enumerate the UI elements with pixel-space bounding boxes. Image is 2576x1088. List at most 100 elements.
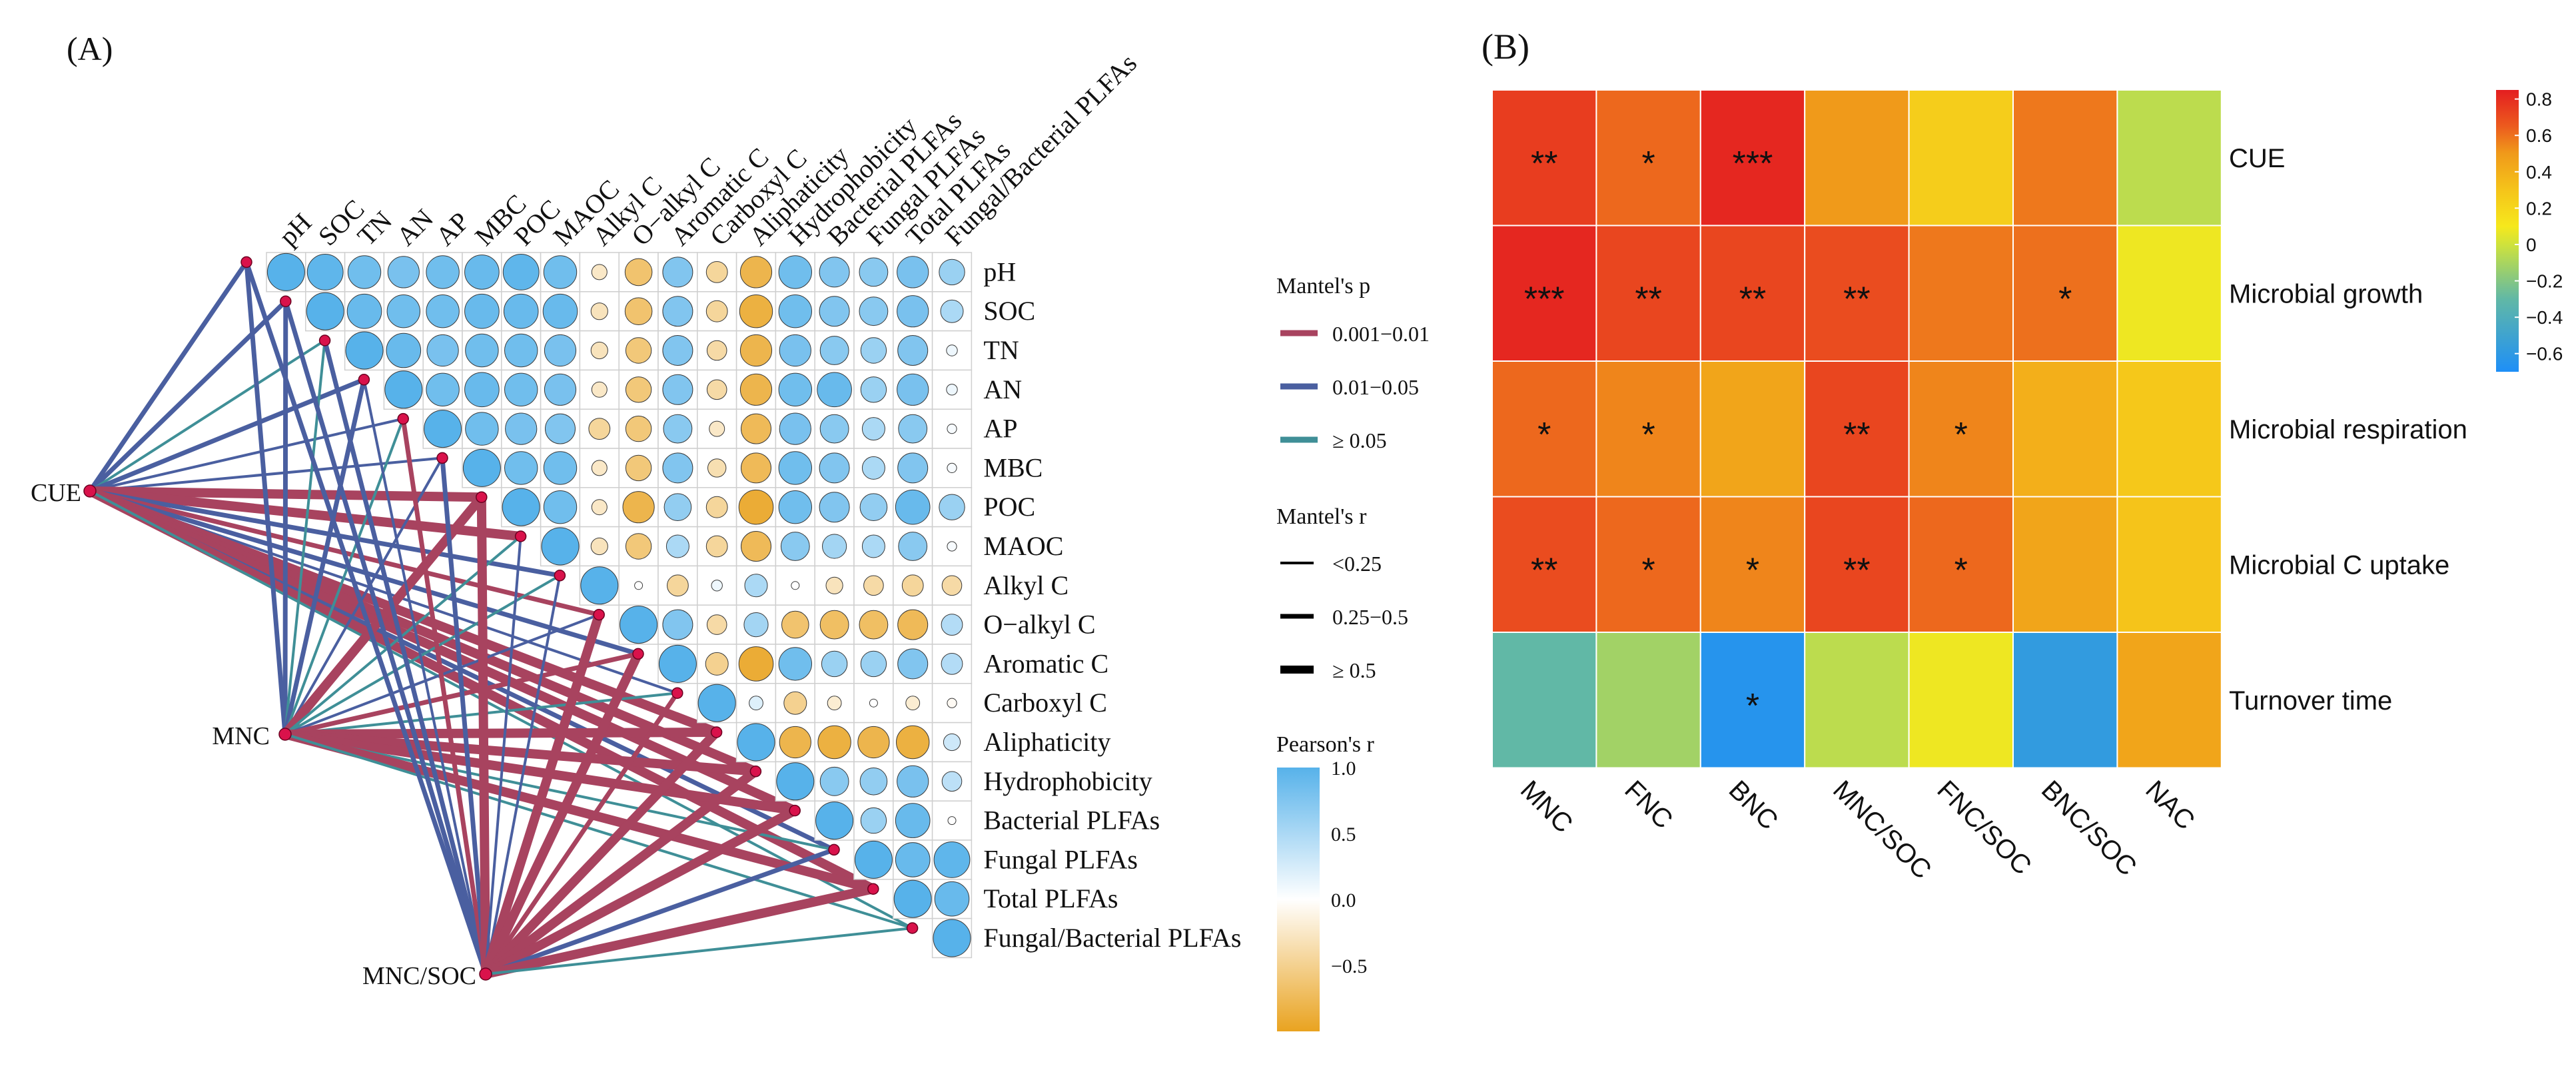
target-node <box>867 883 879 895</box>
correlation-circle <box>545 413 576 444</box>
heatmap-cell <box>1595 89 1701 227</box>
heatmap-row-label: Microbial C uptake <box>2229 550 2449 580</box>
correlation-circle <box>543 451 578 485</box>
correlation-circle <box>741 413 771 444</box>
heatmap-column-label: BNC/SOC <box>2036 775 2142 881</box>
target-node <box>593 608 605 621</box>
correlation-circle <box>897 256 929 288</box>
target-node <box>749 766 762 778</box>
heatmap-column-label: BNC <box>1723 775 1784 835</box>
correlation-circle <box>897 609 929 640</box>
mantel-link <box>85 486 800 816</box>
correlation-circle <box>781 610 809 639</box>
correlation-circle <box>426 294 460 328</box>
row-labels: pH SOC TN AN AP MBC POC MAOC Alkyl C O−alkyl C Aro… <box>983 257 1241 953</box>
correlation-circle <box>897 648 929 680</box>
correlation-circle <box>542 293 578 329</box>
heatmap-cell <box>1908 496 2014 633</box>
correlation-circle <box>783 691 807 715</box>
correlation-circle <box>817 372 852 408</box>
significance-mark: *** <box>1733 145 1773 183</box>
correlation-circle <box>791 581 800 590</box>
correlation-circle <box>860 376 887 403</box>
correlation-circle <box>464 293 500 329</box>
legend-title: Pearson's r <box>1276 732 1375 757</box>
heatmap-cell <box>1908 225 2014 362</box>
mantel-link <box>483 690 680 977</box>
correlation-circle <box>591 460 608 476</box>
heatmap-row-label: CUE <box>2229 144 2285 173</box>
correlation-circle <box>943 733 961 752</box>
correlation-circle <box>898 532 928 561</box>
heatmap-cell <box>1492 496 1597 633</box>
pearson-tick-label: 1.0 <box>1331 758 1356 780</box>
correlation-circle <box>897 373 929 406</box>
correlation-circle <box>939 259 965 286</box>
correlation-circle <box>465 412 499 446</box>
heatmap-cell <box>1492 632 1597 769</box>
significance-mark: ** <box>1843 551 1870 590</box>
row-label: Fungal/Bacterial PLFAs <box>983 923 1241 953</box>
correlation-circle <box>857 726 890 759</box>
correlation-circle <box>941 614 963 636</box>
heatmap-cell <box>1492 89 1597 227</box>
row-label: AN <box>983 374 1022 404</box>
correlation-circle <box>859 296 889 326</box>
significance-mark: * <box>2058 280 2072 318</box>
colorbar-tick-label: 0 <box>2526 235 2537 255</box>
mantel-link <box>322 338 488 977</box>
correlation-circle <box>504 372 538 406</box>
correlation-circle <box>426 334 459 367</box>
row-label: Alkyl C <box>983 570 1069 600</box>
correlation-circle <box>778 490 813 524</box>
correlation-circle <box>822 534 847 559</box>
significance-mark: ** <box>1739 280 1766 318</box>
group-labels: CUE MNC MNC/SOC <box>31 479 476 990</box>
legend-label: <0.25 <box>1332 552 1382 576</box>
correlation-circle <box>939 494 965 520</box>
heatmap-row-label: Microbial respiration <box>2229 415 2467 444</box>
heatmap-cell <box>1595 225 1701 362</box>
mantel-link <box>284 574 562 736</box>
correlation-circle <box>706 379 727 400</box>
colorbar-tick-label: 0.8 <box>2526 89 2552 110</box>
heatmap-cell <box>1804 89 1910 227</box>
mantel-link <box>481 728 721 979</box>
correlation-circle <box>706 340 727 361</box>
target-node <box>789 804 801 817</box>
mantel-link <box>280 730 800 816</box>
row-label: O−alkyl C <box>983 610 1095 640</box>
significance-mark: * <box>1954 416 1968 454</box>
correlation-circle <box>658 644 697 683</box>
correlation-circle <box>622 491 655 524</box>
colorbar-tick-label: 0.6 <box>2526 125 2552 146</box>
heatmap-row-labels: CUE Microbial growth Microbial respiration… <box>2229 144 2467 716</box>
correlation-circle <box>863 575 884 596</box>
legend-title: Mantel's p <box>1276 274 1370 298</box>
correlation-circle <box>386 294 420 328</box>
mantel-link <box>481 649 643 979</box>
heatmap-cell <box>2012 496 2118 633</box>
correlation-circle <box>898 414 928 444</box>
pearson-tick-label: −0.5 <box>1331 955 1367 977</box>
target-node <box>358 374 370 386</box>
significance-mark: ** <box>1531 551 1557 590</box>
correlation-circle <box>662 452 693 484</box>
correlation-circle <box>933 919 971 957</box>
heatmap-cell <box>1804 225 1910 362</box>
correlation-circle <box>464 255 500 290</box>
mantel-link <box>284 733 914 929</box>
correlation-circle <box>662 257 693 288</box>
heatmap-row-label: Turnover time <box>2229 686 2392 716</box>
correlation-circle <box>541 527 580 566</box>
correlation-circle <box>933 841 971 878</box>
pearson-tick-label: 0.5 <box>1331 823 1356 845</box>
correlation-circle <box>947 698 957 708</box>
correlation-circle <box>709 420 725 437</box>
heatmap-cells <box>1492 89 2222 769</box>
correlation-circle <box>896 725 930 760</box>
